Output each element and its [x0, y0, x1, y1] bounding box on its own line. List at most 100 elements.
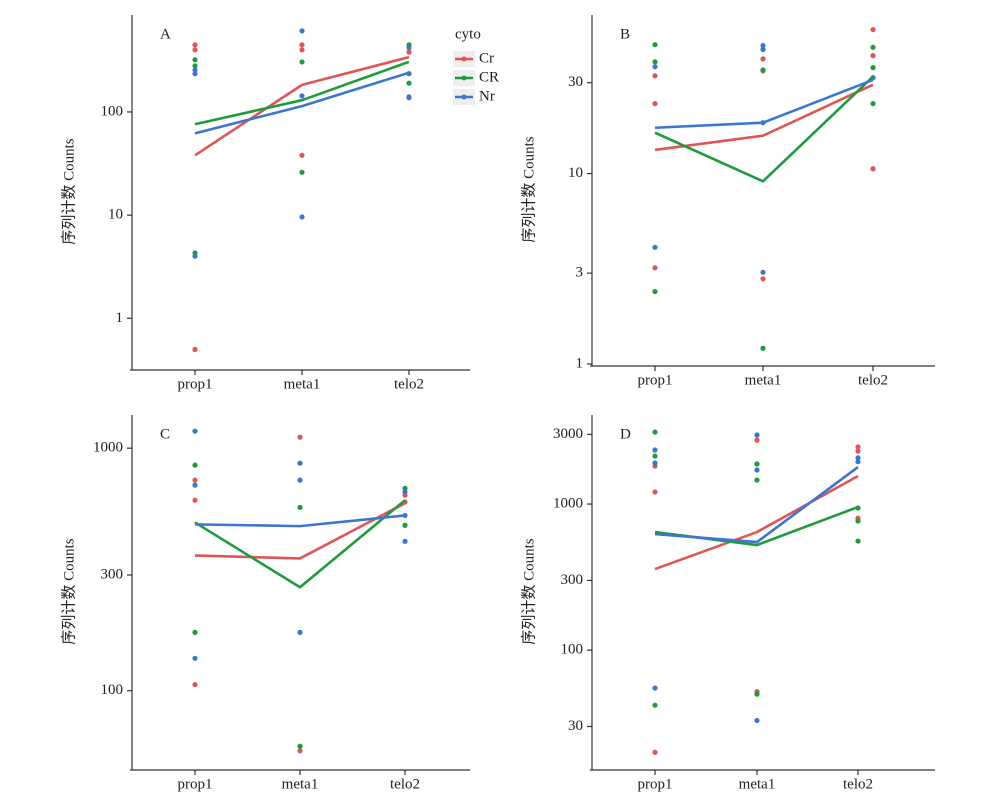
data-point — [652, 685, 658, 691]
data-point — [760, 276, 766, 282]
data-point — [855, 459, 861, 465]
data-point — [652, 749, 658, 755]
y-tick-label: 1 — [116, 310, 124, 326]
x-tick-label: prop1 — [178, 776, 213, 792]
trend-line — [194, 60, 410, 126]
data-point — [652, 489, 658, 495]
data-point — [652, 288, 658, 295]
data-point — [192, 655, 198, 661]
data-point — [652, 73, 658, 79]
data-point — [297, 629, 303, 635]
y-tick-label: 3000 — [553, 426, 583, 442]
data-point — [299, 93, 305, 99]
data-point — [855, 538, 861, 544]
data-point — [652, 429, 658, 435]
data-point — [192, 42, 198, 48]
data-point — [652, 64, 658, 70]
trend-line — [194, 502, 406, 560]
data-point — [870, 53, 876, 59]
data-point — [855, 518, 861, 524]
data-point — [297, 477, 303, 483]
trend-line — [654, 78, 874, 130]
y-tick-label: 30 — [568, 74, 583, 90]
legend-label: CR — [479, 69, 499, 85]
data-point — [192, 67, 198, 73]
data-point — [870, 44, 876, 50]
data-point — [192, 462, 198, 468]
x-tick-label: meta1 — [745, 372, 782, 388]
data-point — [754, 717, 760, 724]
data-point — [760, 269, 766, 275]
data-point — [652, 447, 658, 453]
data-point — [760, 56, 766, 62]
data-point — [297, 504, 303, 510]
data-point — [402, 485, 408, 491]
trend-line — [654, 83, 874, 152]
data-point — [402, 522, 408, 528]
data-point — [406, 80, 412, 86]
x-tick-label: prop1 — [178, 376, 213, 392]
data-point — [192, 63, 198, 69]
data-point — [870, 26, 876, 33]
data-point — [402, 489, 408, 495]
data-point — [652, 702, 658, 708]
y-axis-label: 序列计数 Counts — [520, 136, 537, 242]
data-point — [299, 214, 305, 220]
data-point — [299, 169, 305, 175]
data-point — [754, 467, 760, 473]
data-point — [192, 47, 198, 53]
panel-label: C — [160, 426, 170, 442]
x-tick-label: meta1 — [284, 376, 321, 392]
y-axis-label: 序列计数 Counts — [60, 138, 77, 244]
trend-line — [194, 55, 410, 157]
y-tick-label: 1 — [576, 355, 584, 371]
data-point — [192, 57, 198, 63]
data-point — [192, 629, 198, 635]
data-point — [192, 477, 198, 483]
y-tick-label: 10 — [568, 165, 583, 181]
data-point — [754, 461, 760, 467]
legend-title: cyto — [455, 26, 481, 42]
data-point — [192, 428, 198, 434]
x-tick-label: prop1 — [638, 372, 673, 388]
data-point — [406, 94, 412, 100]
data-point — [402, 538, 408, 544]
y-tick-label: 100 — [561, 642, 584, 658]
data-point — [297, 460, 303, 466]
legend-label: Cr — [479, 50, 494, 66]
data-point — [192, 253, 198, 259]
data-point — [870, 65, 876, 71]
y-tick-label: 3 — [576, 265, 584, 281]
x-tick-label: meta1 — [282, 776, 319, 792]
data-point — [192, 681, 198, 688]
trend-line — [654, 474, 859, 571]
trend-line — [194, 71, 410, 135]
x-tick-label: telo2 — [858, 372, 888, 388]
y-tick-label: 300 — [561, 572, 584, 588]
data-point — [192, 482, 198, 488]
legend-dot — [461, 56, 467, 62]
data-point — [299, 42, 305, 48]
panel-label: D — [620, 426, 631, 442]
data-point — [754, 477, 760, 483]
trend-line — [654, 505, 859, 547]
data-point — [652, 460, 658, 466]
x-tick-label: prop1 — [638, 776, 673, 792]
y-tick-label: 1000 — [93, 440, 123, 456]
data-point — [406, 45, 412, 51]
data-point — [760, 42, 766, 49]
legend-dot — [461, 94, 467, 100]
y-tick-label: 10 — [108, 207, 123, 223]
data-point — [406, 49, 412, 55]
data-point — [760, 46, 766, 53]
data-point — [299, 59, 305, 65]
data-point — [855, 448, 861, 454]
y-tick-label: 30 — [568, 718, 583, 734]
data-point — [652, 453, 658, 459]
data-point — [652, 265, 658, 271]
data-point — [652, 59, 658, 65]
data-point — [192, 346, 198, 352]
data-point — [855, 444, 861, 450]
y-axis-label: 序列计数 Counts — [60, 538, 77, 644]
